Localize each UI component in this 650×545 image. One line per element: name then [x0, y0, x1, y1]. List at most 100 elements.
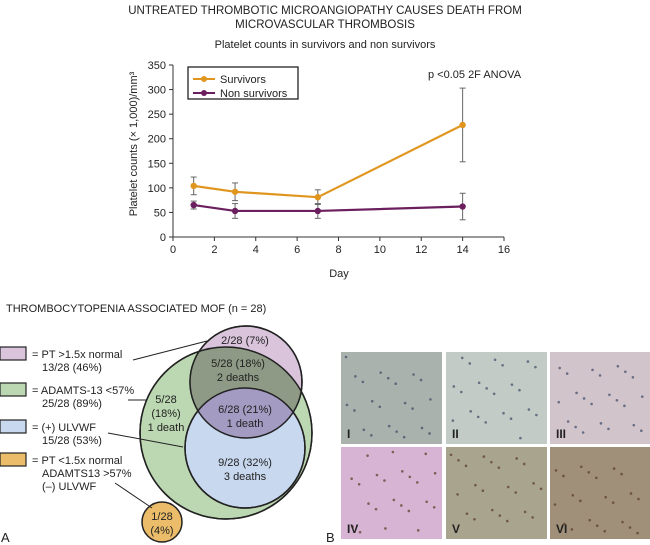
cell-nucleus	[452, 385, 456, 388]
micrograph-iii	[550, 352, 650, 444]
region-none-pct: (4%)	[150, 525, 173, 537]
cell-nucleus	[379, 371, 383, 374]
cell-nucleus	[375, 473, 379, 477]
cell-nucleus	[570, 528, 574, 531]
cell-nucleus	[370, 434, 373, 437]
legend-swatch-ulvwf	[0, 419, 27, 434]
cell-nucleus	[400, 504, 403, 507]
cell-nucleus	[391, 450, 395, 454]
cell-nucleus	[531, 516, 534, 519]
cell-nucleus	[345, 403, 349, 407]
cell-nucleus	[370, 399, 374, 403]
cell-nucleus	[456, 493, 459, 496]
cell-nucleus	[429, 398, 432, 401]
cell-nucleus	[624, 370, 627, 374]
cell-nucleus	[535, 413, 538, 417]
cell-nucleus	[636, 531, 639, 535]
data-point-non-survivors	[190, 201, 197, 209]
cell-nucleus	[425, 500, 428, 504]
x-tick-label: 6	[294, 244, 300, 256]
cell-nucleus	[490, 460, 493, 464]
cell-nucleus	[387, 424, 391, 428]
y-tick-label: 350	[148, 60, 166, 72]
region-adamts-only-count: 5/28	[155, 394, 176, 406]
cell-nucleus	[497, 466, 501, 469]
cell-nucleus	[637, 497, 640, 501]
legend-ulvwf-line2: 15/28 (53%)	[42, 435, 102, 447]
micrograph-ii	[446, 352, 547, 444]
cell-nucleus	[557, 400, 561, 404]
cell-nucleus	[392, 498, 396, 502]
cell-nucleus	[620, 472, 623, 476]
micrograph-v	[446, 447, 547, 539]
x-tick-label: 12	[415, 244, 427, 256]
cell-nucleus	[420, 426, 424, 430]
y-tick-label: 0	[160, 232, 166, 244]
cell-nucleus	[539, 487, 543, 491]
cell-nucleus	[628, 526, 632, 529]
cell-nucleus	[464, 464, 468, 468]
cell-nucleus	[558, 366, 561, 370]
x-tick-label: 8	[335, 244, 341, 256]
micrograph-label: VI	[556, 522, 567, 536]
cell-nucleus	[604, 495, 607, 499]
legend-ulvwf-line1: = (+) ULVWF	[32, 422, 96, 434]
cell-nucleus	[505, 519, 509, 523]
legend-label-non-survivors: Non survivors	[220, 88, 288, 100]
y-tick-label: 50	[154, 207, 166, 219]
data-point-survivors	[314, 193, 322, 201]
legend-none-line1: = PT <1.5x normal	[32, 455, 122, 467]
legend-swatch-adamts	[0, 382, 27, 397]
legend-adamts-line2: 25/28 (89%)	[42, 398, 102, 410]
cell-nucleus	[519, 436, 522, 440]
micrograph-label: I	[347, 427, 350, 441]
cell-nucleus	[510, 383, 514, 386]
x-tick-label: 10	[374, 244, 386, 256]
cell-nucleus	[629, 492, 633, 495]
legend-swatch-pt	[0, 346, 27, 361]
cell-nucleus	[501, 363, 504, 367]
cell-nucleus	[553, 503, 557, 506]
y-tick-label: 200	[148, 134, 166, 146]
cell-nucleus	[615, 399, 619, 402]
cell-nucleus	[527, 408, 531, 411]
venn-title: THROMBOCYTOPENIA ASSOCIATED MOF (n = 28)	[6, 303, 266, 315]
legend-swatch-none	[0, 452, 27, 467]
cell-nucleus	[481, 489, 485, 492]
cell-nucleus	[579, 465, 583, 469]
cell-nucleus	[350, 477, 353, 481]
cell-nucleus	[474, 483, 477, 487]
line-chart: 0 2 4 6 8 10 12 14 16 0 50 100 150 200 250 300 350 Plate…	[128, 60, 522, 280]
cell-nucleus	[523, 510, 527, 514]
micrograph-vi	[550, 447, 650, 539]
cell-nucleus	[598, 374, 602, 377]
cell-nucleus	[460, 390, 463, 394]
cell-nucleus	[358, 530, 362, 534]
cell-nucleus	[582, 397, 586, 400]
cell-nucleus	[384, 527, 387, 530]
cell-nucleus	[412, 373, 415, 376]
y-tick-label: 300	[148, 85, 166, 97]
region-triple-deaths: 1 death	[227, 418, 264, 430]
cell-nucleus	[509, 417, 513, 421]
panel-label-a: A	[1, 530, 10, 545]
cell-nucleus	[386, 376, 390, 380]
cell-nucleus	[566, 420, 570, 423]
micrograph-label: IV	[347, 522, 358, 536]
series-line-non-survivors	[193, 203, 463, 213]
cell-nucleus	[575, 391, 578, 395]
cell-nucleus	[451, 419, 455, 422]
chart-title-line1: UNTREATED THROMBOTIC MICROANGIOPATHY CAU…	[128, 5, 522, 17]
cell-nucleus	[603, 529, 607, 533]
cell-nucleus	[416, 529, 420, 532]
anova-annotation: p <0.05 2F ANOVA	[428, 69, 522, 81]
cell-nucleus	[402, 435, 406, 439]
cell-nucleus	[344, 355, 348, 359]
cell-nucleus	[502, 411, 505, 415]
cell-nucleus	[522, 462, 526, 466]
cell-nucleus	[473, 517, 476, 521]
cell-nucleus	[408, 475, 412, 479]
cell-nucleus	[587, 470, 591, 474]
data-point-survivors	[190, 182, 197, 190]
